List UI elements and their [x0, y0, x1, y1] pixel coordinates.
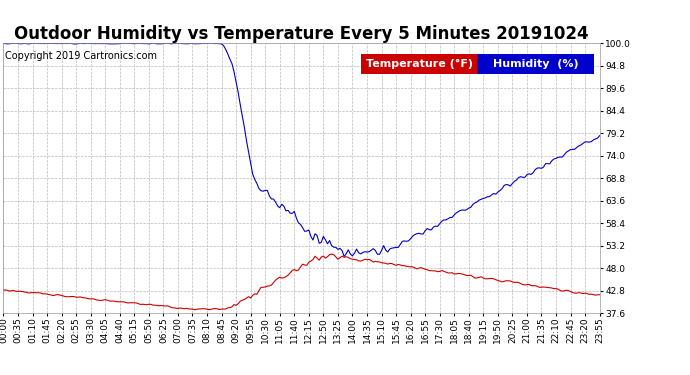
Text: Copyright 2019 Cartronics.com: Copyright 2019 Cartronics.com	[5, 51, 157, 61]
Title: Outdoor Humidity vs Temperature Every 5 Minutes 20191024: Outdoor Humidity vs Temperature Every 5 …	[14, 25, 589, 43]
Text: Temperature (°F): Temperature (°F)	[366, 59, 473, 69]
Text: Humidity  (%): Humidity (%)	[493, 59, 578, 69]
FancyBboxPatch shape	[477, 54, 593, 74]
FancyBboxPatch shape	[361, 54, 477, 74]
